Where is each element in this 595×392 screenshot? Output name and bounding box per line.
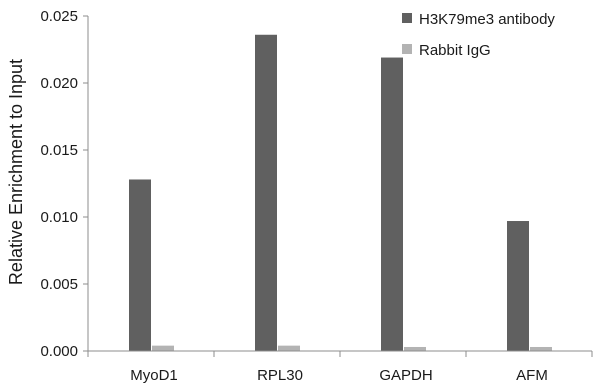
x-category-label: MyoD1	[130, 367, 178, 384]
y-axis-label: Relative Enrichment to Input	[6, 59, 26, 285]
x-axis-ticks: MyoD1 RPL30 GAPDH AFM	[87, 351, 593, 384]
bar-igg-gapdh	[404, 346, 426, 351]
legend-label: H3K79me3 antibody	[419, 11, 555, 28]
y-tick-label: 0.025	[40, 8, 78, 25]
legend: H3K79me3 antibody Rabbit IgG	[402, 11, 555, 59]
x-category-label: GAPDH	[379, 367, 432, 384]
bars	[129, 34, 552, 351]
bar-antibody-myod1	[129, 179, 151, 351]
bar-antibody-rpl30	[255, 34, 277, 351]
legend-swatch	[402, 44, 412, 54]
y-tick-label: 0.015	[40, 142, 78, 159]
legend-label: Rabbit IgG	[419, 42, 491, 59]
y-axis-ticks: 0.000 0.005 0.010 0.015 0.020 0.025	[40, 8, 88, 360]
y-tick-label: 0.010	[40, 209, 78, 226]
y-tick-label: 0.005	[40, 276, 78, 293]
bar-igg-rpl30	[278, 345, 300, 351]
y-tick-label: 0.020	[40, 75, 78, 92]
x-category-label: RPL30	[257, 367, 303, 384]
bar-igg-afm	[530, 346, 552, 351]
bar-igg-myod1	[152, 345, 174, 351]
legend-swatch	[402, 13, 412, 23]
bar-antibody-gapdh	[381, 57, 403, 351]
y-tick-label: 0.000	[40, 343, 78, 360]
bar-antibody-afm	[507, 221, 529, 351]
x-category-label: AFM	[516, 367, 548, 384]
